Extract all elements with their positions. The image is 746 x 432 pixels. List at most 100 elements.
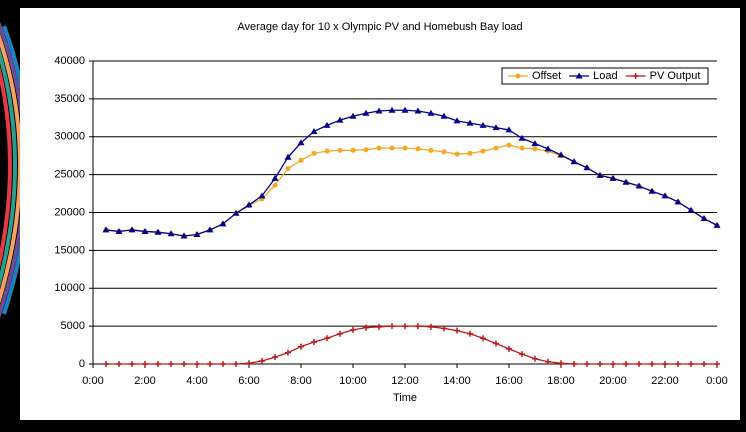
marker <box>388 106 396 113</box>
marker <box>531 140 539 147</box>
marker <box>180 232 188 239</box>
marker <box>632 73 639 79</box>
marker <box>141 227 149 234</box>
x-tick-label: 22:00 <box>651 375 679 387</box>
marker <box>661 192 669 199</box>
marker <box>414 107 422 114</box>
marker <box>362 109 370 116</box>
marker <box>154 228 162 235</box>
marker <box>311 150 317 156</box>
marker <box>193 230 201 237</box>
marker <box>454 327 460 334</box>
x-tick-label: 4:00 <box>186 375 207 387</box>
y-tick-label: 40000 <box>54 55 85 67</box>
marker <box>194 361 200 367</box>
x-tick-label: 14:00 <box>443 375 471 387</box>
y-tick-label: 0 <box>79 358 85 370</box>
marker <box>700 215 708 222</box>
marker <box>272 354 278 361</box>
marker <box>246 360 252 367</box>
marker <box>129 361 135 367</box>
y-tick-label: 5000 <box>61 320 85 332</box>
legend-label: Load <box>593 70 617 82</box>
marker <box>363 147 369 153</box>
marker <box>467 150 473 156</box>
x-tick-label: 0:00 <box>82 375 103 387</box>
x-tick-label: 18:00 <box>547 375 575 387</box>
marker <box>532 355 538 362</box>
y-tick-label: 30000 <box>54 131 85 143</box>
marker <box>636 361 642 367</box>
y-tick-label: 25000 <box>54 169 85 181</box>
marker <box>142 361 148 367</box>
marker <box>597 361 603 367</box>
marker <box>519 145 525 151</box>
x-tick-label: 6:00 <box>238 375 259 387</box>
marker <box>518 134 526 141</box>
marker <box>519 351 525 358</box>
marker <box>492 124 500 131</box>
x-axis-label: Time <box>393 392 417 404</box>
marker <box>350 147 356 153</box>
marker <box>701 361 707 367</box>
marker <box>206 226 214 233</box>
marker <box>324 335 330 342</box>
marker <box>515 73 521 79</box>
marker <box>648 187 656 194</box>
x-tick-label: 2:00 <box>134 375 155 387</box>
marker <box>622 178 630 185</box>
marker <box>155 361 161 367</box>
marker <box>415 323 421 330</box>
marker <box>389 323 395 330</box>
y-tick-label: 15000 <box>54 244 85 256</box>
marker <box>415 146 421 152</box>
marker <box>167 230 175 237</box>
marker <box>675 361 681 367</box>
marker <box>532 146 538 152</box>
marker <box>558 360 564 367</box>
marker <box>493 340 499 347</box>
marker <box>220 361 226 367</box>
marker <box>259 357 265 364</box>
marker <box>219 220 227 227</box>
marker <box>402 323 408 330</box>
marker <box>245 201 253 208</box>
marker <box>324 148 330 154</box>
marker <box>272 182 278 188</box>
marker <box>311 339 317 346</box>
marker <box>401 106 409 113</box>
marker <box>337 330 343 337</box>
marker <box>285 349 291 356</box>
marker <box>428 323 434 330</box>
x-tick-label: 8:00 <box>290 375 311 387</box>
x-tick-label: 10:00 <box>339 375 367 387</box>
x-tick-label: 12:00 <box>391 375 419 387</box>
x-tick-label: 16:00 <box>495 375 523 387</box>
marker <box>271 174 279 181</box>
marker <box>506 142 512 148</box>
marker <box>454 151 460 157</box>
marker <box>128 226 136 233</box>
marker <box>427 109 435 116</box>
marker <box>688 361 694 367</box>
marker <box>596 171 604 178</box>
marker <box>440 112 448 119</box>
marker <box>583 164 591 171</box>
marker <box>389 145 395 151</box>
marker <box>575 72 583 79</box>
x-tick-label: 0:00 <box>706 375 727 387</box>
marker <box>297 139 305 146</box>
marker <box>635 182 643 189</box>
marker <box>323 121 331 128</box>
legend-box <box>501 67 709 85</box>
marker <box>557 151 565 158</box>
marker <box>674 198 682 205</box>
marker <box>376 323 382 330</box>
marker <box>375 107 383 114</box>
chart-title: Average day for 10 x Olympic PV and Home… <box>237 21 522 33</box>
marker <box>233 361 239 367</box>
marker <box>609 174 617 181</box>
x-tick-label: 20:00 <box>599 375 627 387</box>
